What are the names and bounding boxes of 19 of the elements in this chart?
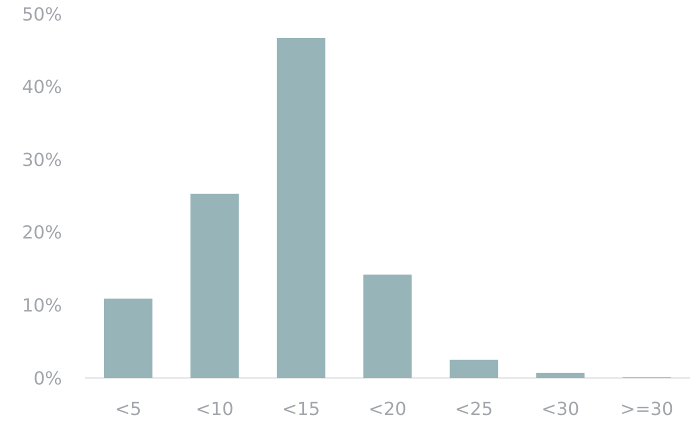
y-tick-label: 0% <box>33 368 62 390</box>
y-tick-label: 50% <box>22 4 62 26</box>
bar <box>276 38 326 378</box>
x-tick-label: <10 <box>196 399 234 420</box>
bar <box>450 360 498 378</box>
x-tick-label: <15 <box>282 399 320 420</box>
x-tick-label: <20 <box>368 399 406 420</box>
x-tick-label: <30 <box>541 399 580 420</box>
bar <box>536 372 585 378</box>
x-tick-label: >=30 <box>620 399 674 420</box>
bar <box>190 194 239 378</box>
bar <box>363 274 412 378</box>
y-tick-label: 10% <box>22 296 62 316</box>
bar <box>104 298 152 378</box>
x-tick-label: <25 <box>454 399 493 420</box>
y-tick-label: 40% <box>22 77 62 98</box>
x-tick-label: <5 <box>114 399 142 420</box>
y-tick-label: 20% <box>22 222 62 244</box>
y-tick-label: 30% <box>22 150 62 171</box>
